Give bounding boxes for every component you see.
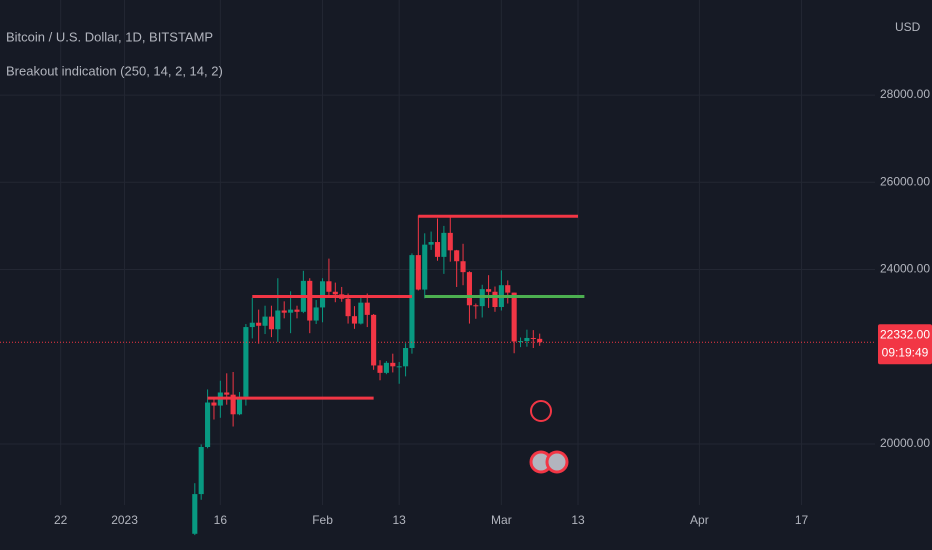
last-price-tag <box>878 324 932 365</box>
candle-body <box>371 314 377 366</box>
candle-body <box>530 337 536 339</box>
candle-body <box>537 338 543 343</box>
candle-body <box>422 244 428 290</box>
candle-body <box>511 292 517 342</box>
y-tick-label: 26000.00 <box>880 174 930 188</box>
chart-title: Bitcoin / U.S. Dollar, 1D, BITSTAMP <box>6 29 213 44</box>
candle-body <box>454 250 460 262</box>
candle-body <box>192 494 198 534</box>
candle-body <box>409 255 415 349</box>
last-price-label: 22332.00 <box>880 327 930 341</box>
candle-body <box>351 316 358 324</box>
candle-body <box>390 362 396 367</box>
y-tick-label: 24000.00 <box>880 262 930 276</box>
plot <box>0 214 875 536</box>
candle-body <box>377 365 383 373</box>
x-tick-label: 16 <box>214 513 228 527</box>
candle-body <box>517 341 524 343</box>
x-tick-label: 2023 <box>111 513 138 527</box>
candle-body <box>230 394 236 415</box>
candle-body <box>460 261 466 273</box>
candle-body <box>358 302 364 324</box>
candle-body <box>205 402 211 447</box>
candle-body <box>434 242 441 257</box>
x-tick-label: Mar <box>491 513 512 527</box>
candle-body <box>281 310 287 313</box>
x-tick-label: 13 <box>571 513 585 527</box>
candle-body <box>415 255 421 290</box>
y-tick-label: 20000.00 <box>880 436 930 450</box>
candle-body <box>307 280 313 321</box>
x-tick-label: Feb <box>312 513 333 527</box>
candle-body <box>275 310 281 330</box>
candle-body <box>262 316 268 326</box>
event-icon <box>545 450 569 474</box>
candle-body <box>364 302 370 315</box>
candle-body <box>236 396 243 415</box>
candle-body <box>403 348 409 367</box>
candle-body <box>243 327 249 397</box>
candle-body <box>345 298 351 317</box>
countdown-label: 09:19:49 <box>882 345 929 359</box>
candle-body <box>294 309 300 312</box>
candle-body <box>256 322 262 326</box>
candle-body <box>249 322 255 328</box>
candle-body <box>383 362 389 373</box>
x-tick-label: 13 <box>392 513 406 527</box>
candle-body <box>466 272 472 306</box>
candle-body <box>224 392 230 395</box>
event-icon <box>530 400 552 422</box>
currency: USD <box>895 20 921 34</box>
indicator-title: Breakout indication (250, 14, 2, 14, 2) <box>6 63 223 78</box>
candle-body <box>268 316 274 330</box>
event-icons <box>529 400 569 474</box>
candle-body <box>211 402 217 406</box>
candle-body <box>441 232 447 257</box>
candle-body <box>326 281 332 292</box>
candle-body <box>319 281 326 308</box>
candle-body <box>313 307 319 321</box>
candle-body <box>428 242 434 245</box>
x-tick-label: 22 <box>54 513 68 527</box>
candle-body <box>396 366 402 368</box>
candle-body <box>486 289 492 292</box>
price-axis: 20000.00 24000.00 26000.00 28000.00 22 2023 16… <box>54 87 932 527</box>
grid <box>0 0 875 505</box>
candle-body <box>198 446 204 495</box>
candle-body <box>332 291 338 295</box>
x-tick-label: Apr <box>690 513 709 527</box>
candle-body <box>447 232 453 251</box>
x-tick-label: 17 <box>795 513 809 527</box>
candle-body <box>288 309 294 313</box>
y-tick-label: 28000.00 <box>880 87 930 101</box>
candle-body <box>505 285 511 293</box>
candle-body <box>492 291 498 308</box>
candle-body <box>473 305 479 307</box>
candle-body <box>524 337 530 342</box>
